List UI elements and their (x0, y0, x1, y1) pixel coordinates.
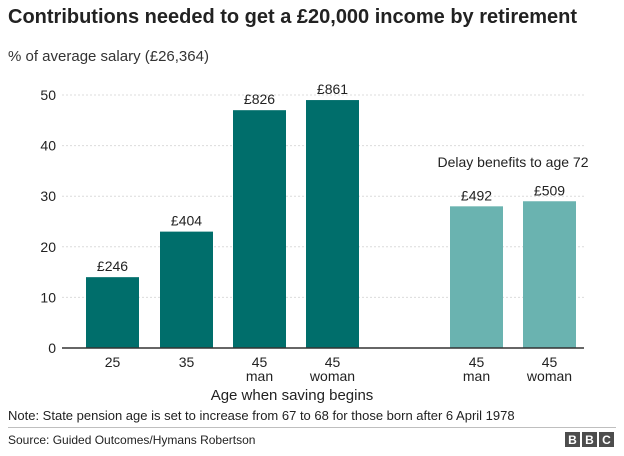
bar (233, 110, 286, 349)
y-tick-label: 30 (40, 188, 56, 204)
bar (86, 277, 139, 348)
group-annotation: Delay benefits to age 72 (438, 154, 589, 170)
x-tick-label: 45 (252, 354, 268, 370)
y-tick-label: 50 (40, 87, 56, 103)
x-tick-label: 45 (325, 354, 341, 370)
bar (306, 100, 359, 348)
y-tick-label: 20 (40, 239, 56, 255)
chart-subtitle: % of average salary (£26,364) (8, 48, 209, 65)
bar (160, 231, 213, 348)
bbc-logo-letter: B (565, 432, 580, 447)
bar-data-label: £404 (171, 213, 202, 229)
chart-title: Contributions needed to get a £20,000 in… (8, 6, 578, 28)
bbc-logo: B B C (565, 432, 614, 447)
bbc-logo-letter: B (582, 432, 597, 447)
y-tick-label: 10 (40, 289, 56, 305)
source-text: Source: Guided Outcomes/Hymans Robertson (8, 433, 256, 447)
bar-data-label: £826 (244, 91, 275, 107)
x-axis-label: Age when saving begins (211, 387, 374, 404)
bar (523, 201, 576, 348)
footer-divider (8, 427, 616, 428)
y-tick-label: 40 (40, 138, 56, 154)
x-tick-label: 45 (542, 354, 558, 370)
x-tick-label-secondary: man (246, 368, 273, 384)
x-tick-label: 35 (179, 354, 195, 370)
bar-data-label: £861 (317, 81, 348, 97)
bbc-logo-letter: C (599, 432, 614, 447)
x-tick-label-secondary: man (463, 368, 490, 384)
x-tick-label: 45 (469, 354, 485, 370)
x-tick-label-secondary: woman (526, 368, 572, 384)
bar-data-label: £246 (97, 258, 128, 274)
bar-chart: 01020304050£24625£40435£82645man£86145wo… (40, 81, 589, 404)
footnote: Note: State pension age is set to increa… (8, 408, 515, 423)
y-tick-label: 0 (48, 340, 56, 356)
bar-data-label: £492 (461, 187, 492, 203)
x-tick-label-secondary: woman (309, 368, 355, 384)
bar-data-label: £509 (534, 182, 565, 198)
bar (450, 206, 503, 348)
x-tick-label: 25 (105, 354, 121, 370)
